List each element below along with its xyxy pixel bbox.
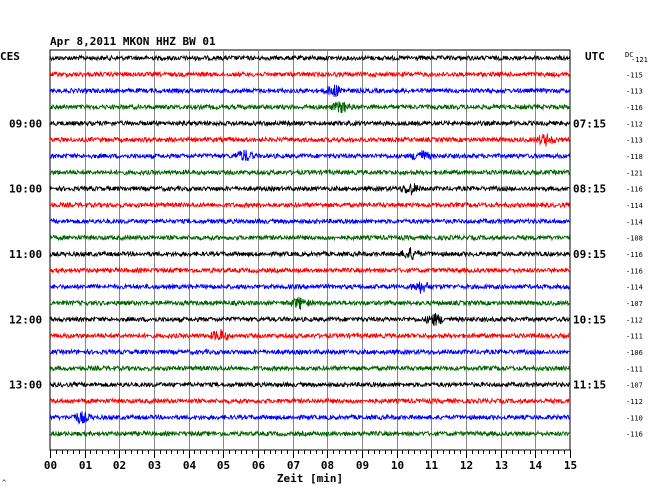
trace-line bbox=[49, 119, 571, 128]
left-hour-labels: 09:00 10:00 11:00 12:00 13:00 bbox=[9, 117, 42, 391]
right-hour-label: 08:15 bbox=[573, 183, 606, 196]
x-tick-label: 12 bbox=[460, 459, 473, 472]
right-hour-label: 11:15 bbox=[573, 379, 606, 392]
trace-line bbox=[49, 380, 571, 389]
dc-label: DC bbox=[625, 51, 633, 59]
dc-offset-label: -112 bbox=[626, 120, 643, 128]
dc-offset-label: -121 bbox=[631, 56, 648, 64]
trace-line bbox=[49, 411, 571, 425]
x-tick-label: 03 bbox=[148, 459, 161, 472]
trace-line bbox=[49, 70, 571, 79]
dc-offset-label: -111 bbox=[626, 365, 643, 373]
right-hour-label: 10:15 bbox=[573, 313, 606, 326]
dc-offset-label: -115 bbox=[626, 71, 643, 79]
dc-offset-label: -116 bbox=[626, 251, 643, 259]
dc-offset-label: -110 bbox=[626, 414, 643, 422]
x-tick-label: 09 bbox=[356, 459, 369, 472]
x-tick-label: 07 bbox=[287, 459, 300, 472]
chart-grid bbox=[49, 49, 571, 451]
dc-offset-label: -113 bbox=[626, 88, 643, 96]
trace-line bbox=[49, 364, 571, 373]
trace-line bbox=[49, 266, 571, 275]
dc-offset-label: -106 bbox=[626, 349, 643, 357]
trace-line bbox=[49, 233, 571, 242]
x-tick-label: 15 bbox=[564, 459, 577, 472]
dc-offset-label: -114 bbox=[626, 218, 643, 226]
x-tick-label: 14 bbox=[529, 459, 543, 472]
x-tick-label: 04 bbox=[183, 459, 197, 472]
trace-line bbox=[49, 149, 571, 161]
x-tick-label: 01 bbox=[79, 459, 93, 472]
dc-offset-label: -121 bbox=[626, 169, 643, 177]
dc-offset-label: -108 bbox=[626, 235, 643, 243]
trace-line bbox=[49, 84, 570, 98]
left-hour-label: 12:00 bbox=[9, 313, 42, 326]
trace-line bbox=[49, 217, 571, 225]
dc-offset-label: -116 bbox=[626, 186, 643, 194]
dc-offset-label: -111 bbox=[626, 333, 643, 341]
trace-line bbox=[49, 397, 571, 405]
dc-offset-label: -116 bbox=[626, 104, 643, 112]
right-hour-labels: 07:15 08:15 09:15 10:15 11:15 bbox=[573, 117, 606, 391]
x-tick-label: 06 bbox=[252, 459, 266, 472]
x-tick-label: 08 bbox=[321, 459, 334, 472]
trace-line bbox=[49, 296, 571, 310]
trace-line bbox=[49, 54, 571, 62]
left-hour-label: 11:00 bbox=[9, 248, 42, 261]
dc-offset-label: -116 bbox=[626, 431, 643, 439]
dc-offset-label: -112 bbox=[626, 316, 643, 324]
dc-offset-label: -114 bbox=[626, 202, 643, 210]
left-hour-label: 10:00 bbox=[9, 183, 42, 196]
trace-line bbox=[49, 348, 571, 356]
x-axis-label: Zeit [min] bbox=[277, 472, 343, 485]
left-unit-label: CES bbox=[0, 50, 20, 63]
x-axis: 00 01 02 03 04 05 06 07 08 09 10 11 12 13 14 15 bbox=[44, 450, 577, 472]
dc-offset-label: -107 bbox=[626, 382, 643, 390]
x-tick-label: 00 bbox=[44, 459, 57, 472]
left-hour-label: 09:00 bbox=[9, 117, 42, 130]
trace-line bbox=[49, 281, 571, 294]
seismic-traces bbox=[49, 54, 571, 438]
x-tick-label: 05 bbox=[217, 459, 230, 472]
trace-line bbox=[49, 101, 571, 114]
plot-frame bbox=[49, 49, 571, 451]
trace-line bbox=[49, 329, 571, 342]
x-tick-label: 11 bbox=[425, 459, 439, 472]
right-hour-label: 09:15 bbox=[573, 248, 606, 261]
trace-line bbox=[49, 132, 571, 147]
trace-line bbox=[49, 312, 571, 327]
trace-line bbox=[49, 429, 571, 438]
x-tick-label: 13 bbox=[495, 459, 508, 472]
right-hour-label: 07:15 bbox=[573, 117, 606, 130]
chart-title: Apr 8,2011 MKON HHZ BW 01 bbox=[50, 35, 216, 48]
trace-line bbox=[49, 247, 571, 261]
left-hour-label: 13:00 bbox=[9, 379, 42, 392]
dc-offset-label: -107 bbox=[626, 300, 643, 308]
right-unit-label: UTC bbox=[585, 50, 605, 63]
dc-offset-label: -112 bbox=[626, 398, 643, 406]
trace-line bbox=[49, 183, 571, 196]
trace-line bbox=[49, 201, 571, 209]
dc-offset-labels: -121 -115 -113 -116 -112 -113 -118 -121 -116 -114… bbox=[626, 56, 648, 439]
trace-line bbox=[49, 168, 571, 177]
dc-offset-label: -114 bbox=[626, 284, 643, 292]
x-tick-label: 10 bbox=[391, 459, 404, 472]
x-tick-label: 02 bbox=[113, 459, 126, 472]
dc-offset-label: -118 bbox=[626, 153, 643, 161]
corner-mark: ^ bbox=[2, 479, 6, 487]
dc-offset-label: -113 bbox=[626, 137, 643, 145]
dc-offset-label: -116 bbox=[626, 267, 643, 275]
